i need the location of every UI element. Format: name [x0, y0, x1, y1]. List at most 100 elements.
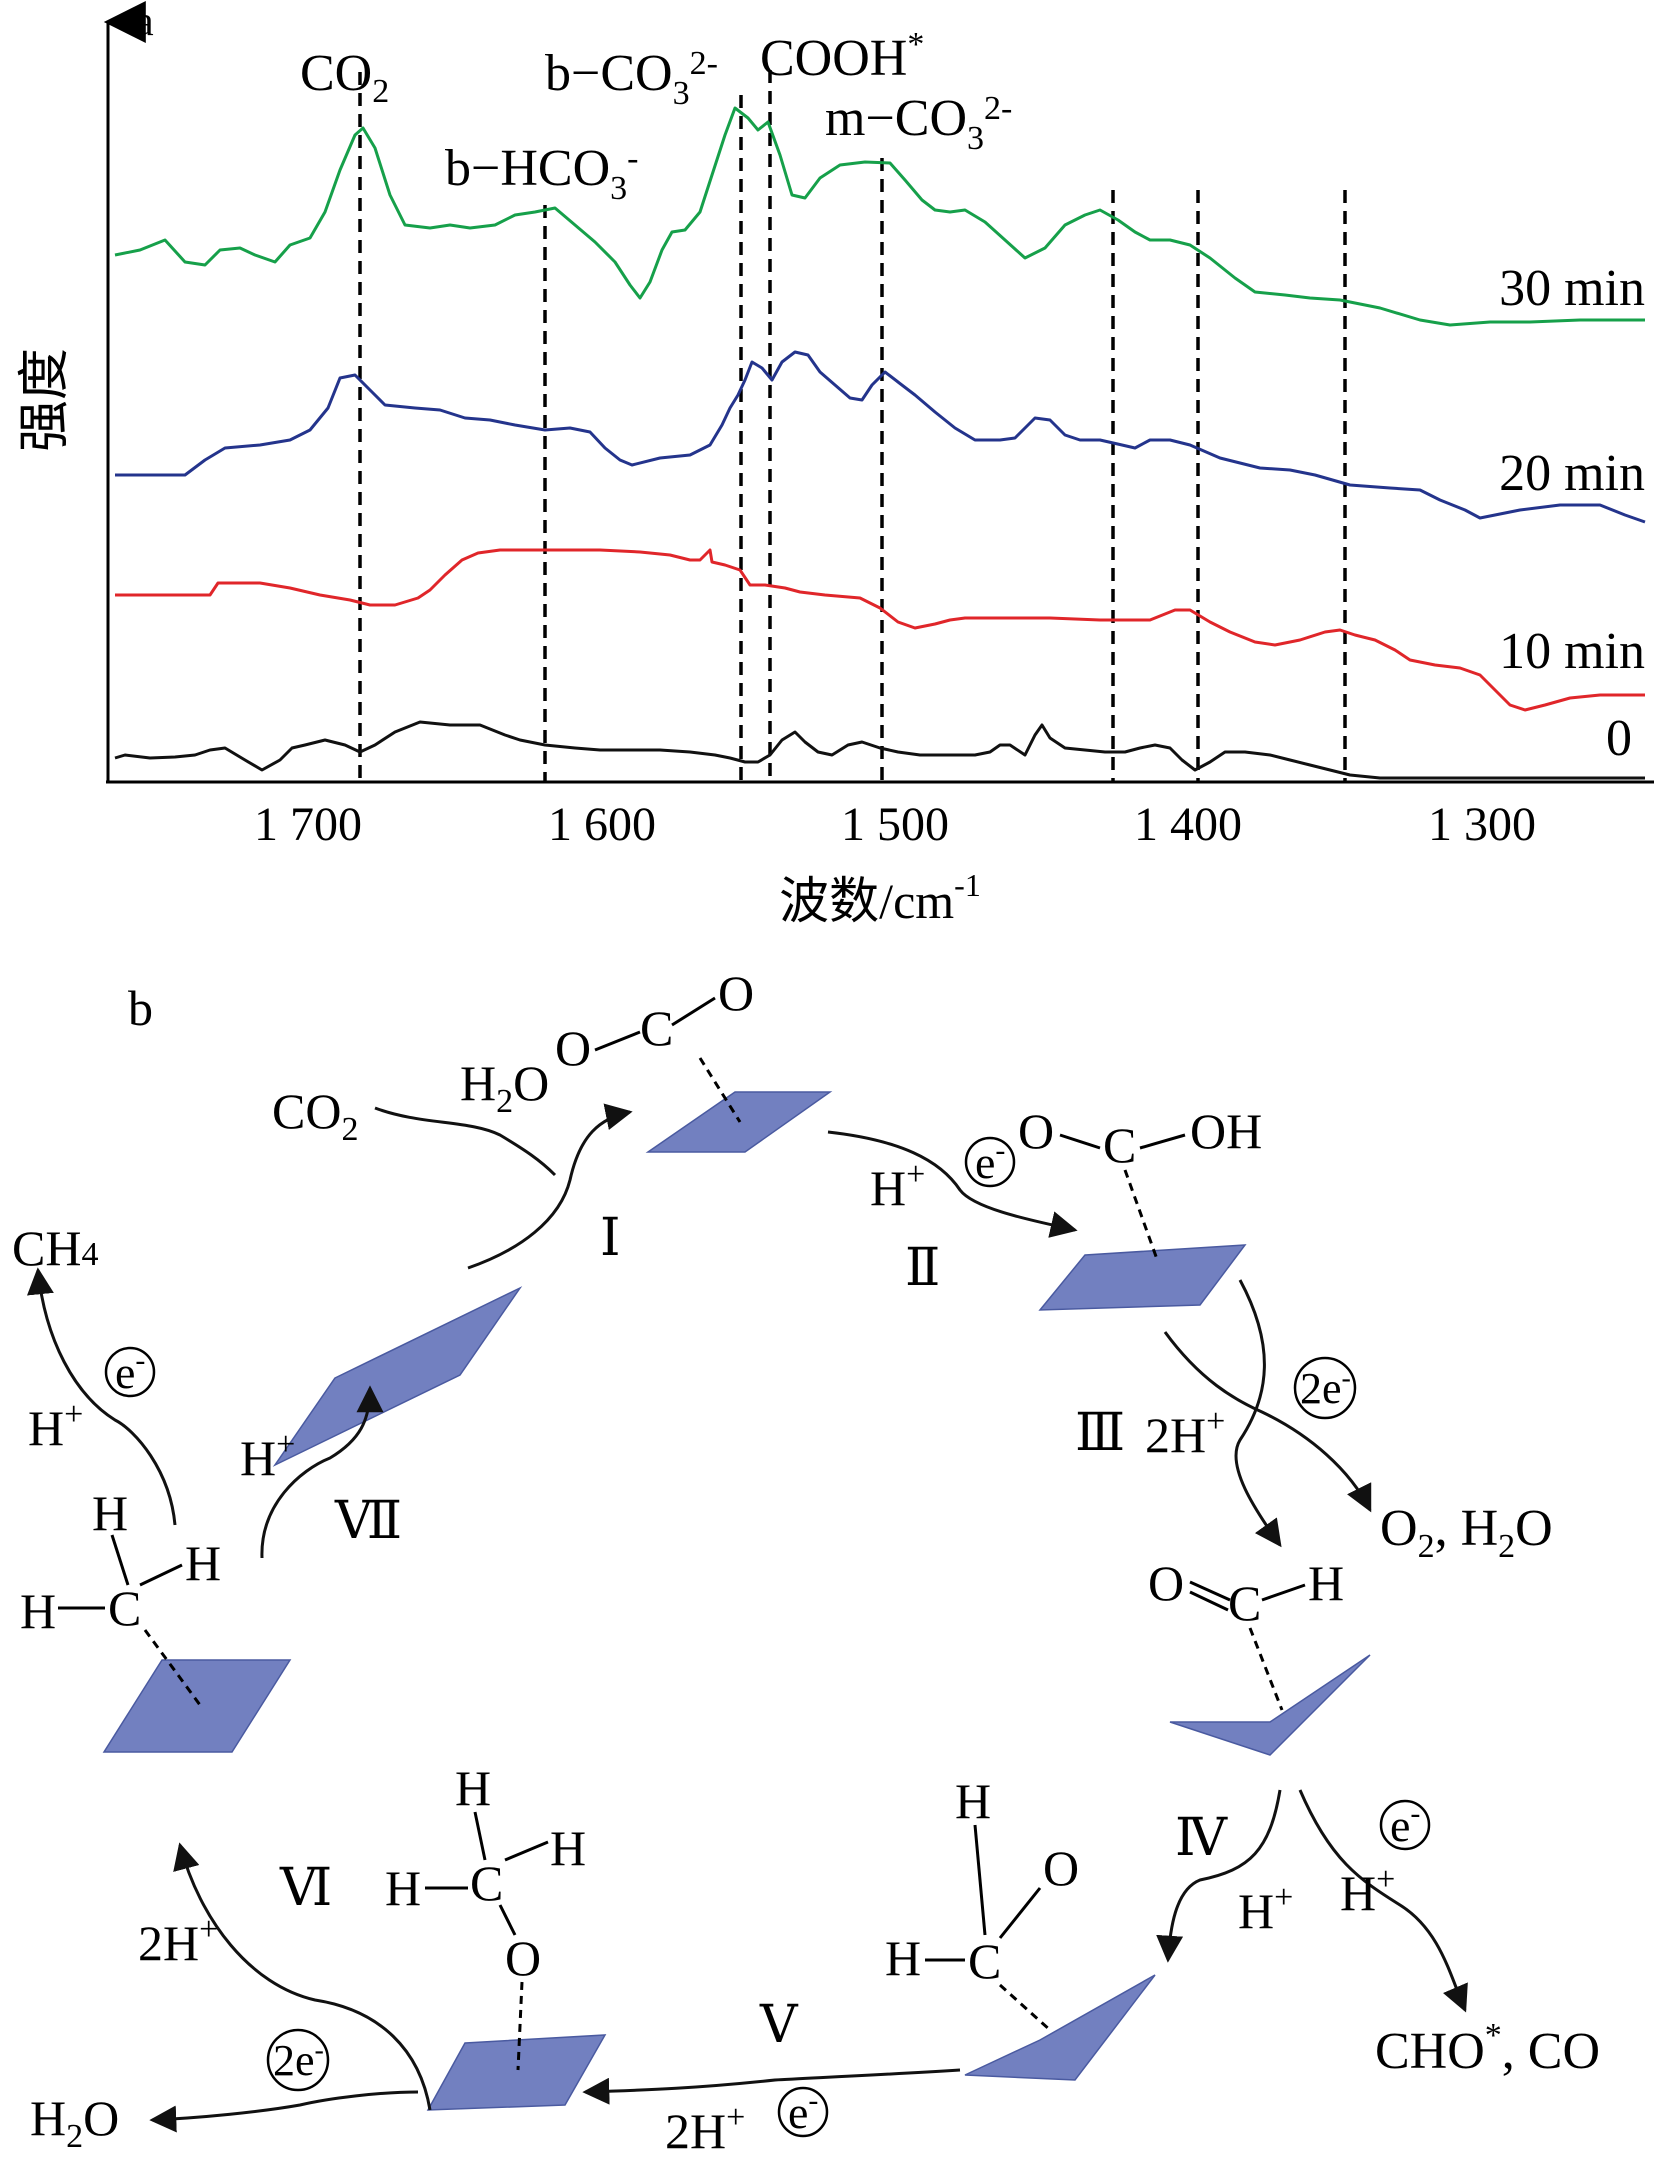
bond	[473, 1811, 487, 1861]
electron-circle-VI	[266, 2028, 330, 2092]
panel-b-label: b	[128, 980, 153, 1036]
arrow-step-II	[827, 1130, 1078, 1238]
arrow-step-V	[582, 2068, 961, 2105]
reaction-arrows	[26, 1103, 1468, 2133]
reagent-2h-plus-VI: 2H+	[138, 1911, 218, 1971]
bond	[1059, 1133, 1101, 1150]
peak-label-cooh: COOH*	[760, 26, 924, 87]
step-label-VI: Ⅵ	[279, 1860, 332, 1917]
reagent-h-plus-IV: H+	[1238, 1879, 1293, 1939]
y-axis-label: 强度	[17, 348, 74, 452]
electron-V: e-	[788, 2084, 818, 2138]
adsorbate-cooh-C: C	[1103, 1117, 1136, 1173]
x-tick-label-1600: 1 600	[548, 798, 656, 851]
series-label-0: 0	[1606, 710, 1632, 767]
step-label-III: Ⅲ	[1075, 1405, 1125, 1462]
adsorbate-co2-O-right: O	[718, 965, 754, 1021]
adsorption-bond	[998, 1983, 1052, 2032]
arrow-step-I	[467, 1103, 633, 1270]
adsorption-bond	[1248, 1627, 1284, 1711]
step-label-I: Ⅰ	[600, 1210, 621, 1267]
electron-cho: e-	[1390, 1797, 1420, 1851]
electron-ch4: e-	[115, 1344, 145, 1398]
electron-circle-II	[964, 1136, 1016, 1188]
adsorbate-ch3-H-left: H	[20, 1583, 56, 1639]
adsorbate-ch3-C: C	[108, 1580, 141, 1636]
adsorption-bond	[516, 1981, 524, 2071]
adsorbate-cho-O: O	[1148, 1555, 1184, 1611]
step-label-V: Ⅴ	[759, 1997, 799, 2054]
reagent-h-plus-II: H+	[870, 1156, 925, 1216]
adsorbate-ch2o-H-left: H	[885, 1930, 921, 1986]
adsorbate-ch2o-O: O	[1043, 1840, 1079, 1896]
electron-VI: 2e-	[273, 2035, 324, 2085]
adsorption-bond	[143, 1629, 202, 1706]
electron-circle-ch4	[104, 1346, 156, 1398]
adsorption-bond	[1123, 1169, 1160, 1263]
electron-circle-V	[777, 2086, 829, 2138]
panel-a-spectrum: a 强度 1 700 1 600 1 500 1 400 1 300 波数/cm…	[17, 0, 1654, 929]
adsorbate-cho-H: H	[1308, 1555, 1344, 1611]
reagent-2h-plus-III: 2H+	[1145, 1403, 1225, 1463]
electron-III: 2e-	[1300, 1363, 1351, 1413]
electron-circle-cho	[1379, 1799, 1431, 1851]
peak-label-hco3: b−HCO3-	[445, 140, 638, 207]
adsorbate-ch3o-O: O	[505, 1930, 541, 1986]
series-label-10-min: 10 min	[1499, 623, 1645, 680]
bond	[504, 1840, 549, 1862]
arrow-h2o-out	[149, 2090, 419, 2133]
series-label-20-min: 20 min	[1499, 445, 1645, 502]
reagent-h2o-in: H2O	[460, 1055, 549, 1120]
adsorbate-ch2o-C: C	[968, 1933, 1001, 1989]
series-line-30-min	[114, 106, 1645, 327]
arrow-step-IV	[1156, 1789, 1282, 1963]
x-tick-label-1700: 1 700	[254, 798, 362, 851]
surface-6	[426, 2034, 607, 2111]
adsorbate-ch3o-H-left: H	[385, 1860, 421, 1916]
adsorbate-ch3o-H-top: H	[455, 1760, 491, 1816]
bond	[139, 1563, 183, 1587]
peak-label-mco3: m−CO32-	[825, 90, 1012, 157]
surface-1	[272, 1286, 523, 1467]
arrow-ch4-out	[26, 1267, 177, 1526]
step-label-II: Ⅱ	[905, 1240, 940, 1297]
adsorbate-ch3o-C: C	[470, 1855, 503, 1911]
bond	[1261, 1583, 1306, 1602]
step-label-VII: Ⅶ	[334, 1493, 402, 1550]
panel-a-label: a	[135, 0, 154, 45]
adsorbate-ch3-H-right: H	[185, 1535, 221, 1591]
peak-label-co2: CO2	[300, 45, 389, 110]
arrow-co2-in	[374, 1106, 557, 1177]
bond	[1189, 1580, 1231, 1602]
series-line-10-min	[115, 548, 1645, 712]
x-tick-label-1300: 1 300	[1428, 798, 1536, 851]
series-label-30-min: 30 min	[1499, 260, 1645, 317]
adsorbate-ch3o-H-right: H	[550, 1820, 586, 1876]
bond	[998, 1887, 1042, 1939]
step-label-IV: Ⅳ	[1175, 1810, 1228, 1867]
reagent-co2: CO2	[272, 1083, 358, 1148]
product-o2-h2o: O2, H2O	[1380, 1500, 1553, 1565]
reagent-2h-plus-V: 2H+	[665, 2099, 745, 2159]
adsorbate-ch3-H-top: H	[92, 1485, 128, 1541]
bond	[498, 1904, 517, 1936]
adsorbate-co2-O-left: O	[555, 1020, 591, 1076]
arrow-step-III	[1234, 1279, 1282, 1548]
surface-5	[964, 1974, 1156, 2081]
electron-II: e-	[975, 1134, 1005, 1188]
series-line-20-min	[115, 350, 1646, 524]
peak-label-bco3: b−CO32-	[545, 45, 718, 112]
electron-circle-III	[1293, 1356, 1357, 1420]
surface-3	[1038, 1244, 1247, 1311]
surface-4	[1169, 1654, 1371, 1756]
panel-b-mechanism: b O C O O C OH O C H	[12, 965, 1600, 2159]
adsorption-bond	[698, 1057, 742, 1123]
reagent-h-plus-ch4: H+	[28, 1396, 83, 1456]
bond	[110, 1534, 130, 1586]
arrow-step-VI	[173, 1842, 432, 2111]
adsorbate-co2-C: C	[640, 1000, 673, 1056]
arrow-cho-out	[1298, 1789, 1468, 2013]
product-h2o: H2O	[30, 2090, 119, 2155]
peak-guides	[358, 70, 1347, 782]
series-line-0	[114, 720, 1645, 780]
